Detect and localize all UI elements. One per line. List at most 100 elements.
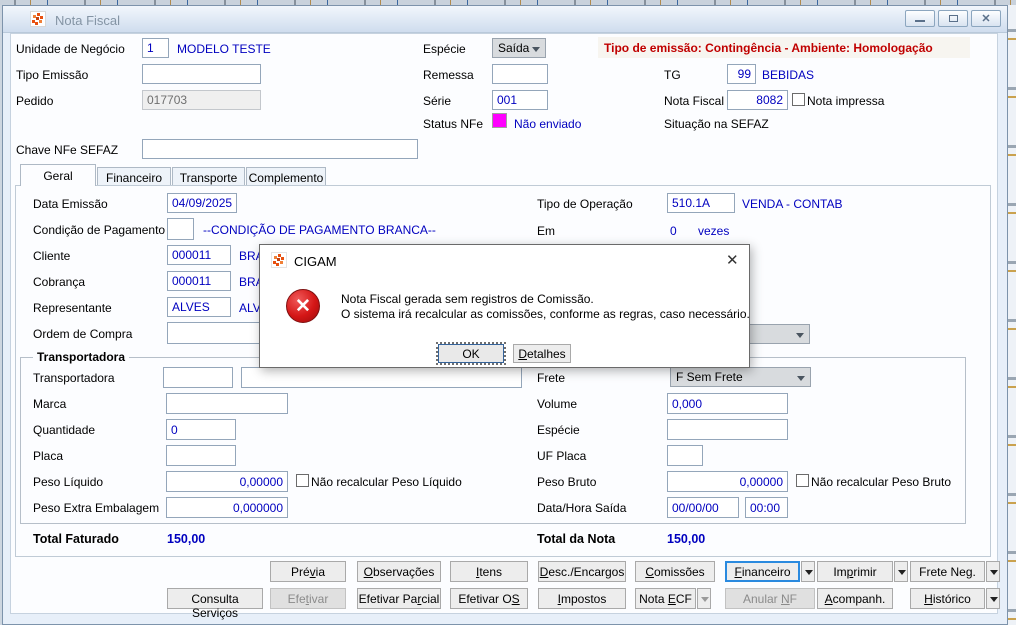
nota-ecf-button[interactable]: Nota ECF (635, 588, 696, 609)
transportadora-label: Transportadora (33, 371, 115, 385)
tg-input[interactable] (727, 64, 756, 84)
emission-warning-strip (598, 37, 970, 58)
emission-warning-text: Tipo de emissão: Contingência - Ambiente… (604, 41, 933, 55)
peso-extra-embalagem-input[interactable] (166, 497, 288, 518)
especie-select[interactable]: Saída (492, 38, 546, 58)
status-nfe-label: Status NFe (423, 117, 484, 131)
quantidade-label: Quantidade (33, 423, 96, 437)
placa-label: Placa (33, 449, 64, 463)
tab-complemento[interactable]: Complemento (246, 167, 326, 186)
detalhes-button[interactable]: Detalhes (513, 344, 571, 363)
total-faturado-label: Total Faturado (33, 532, 119, 546)
financeiro-button[interactable]: Financeiro (725, 561, 800, 582)
nao-recalcular-peso-liquido-label: Não recalcular Peso Líquido (311, 475, 462, 489)
financeiro-dropdown-arrow[interactable] (801, 561, 815, 582)
nota-fiscal-label: Nota Fiscal (664, 94, 725, 108)
especie-transporte-input[interactable] (667, 419, 788, 440)
nota-fiscal-input[interactable] (727, 90, 788, 110)
tab-geral[interactable]: Geral (20, 164, 96, 186)
nao-recalcular-peso-bruto-label: Não recalcular Peso Bruto (811, 475, 952, 489)
representante-label: Representante (33, 301, 112, 315)
representante-input[interactable] (167, 297, 231, 317)
data-hora-saida-label: Data/Hora Saída (537, 501, 627, 515)
restore-button[interactable] (938, 10, 968, 27)
nota-ecf-dropdown-arrow (697, 588, 711, 609)
frete-neg-dropdown-arrow[interactable] (986, 561, 1000, 582)
volume-label: Volume (537, 397, 578, 411)
tipo-operacao-desc: VENDA - CONTAB (742, 197, 843, 211)
remessa-label: Remessa (423, 68, 474, 82)
tab-transporte[interactable]: Transporte (172, 167, 245, 186)
tab-financeiro[interactable]: Financeiro (97, 167, 171, 186)
total-da-nota-value: 150,00 (667, 532, 706, 546)
tipo-emissao-label: Tipo Emissão (16, 68, 89, 82)
remessa-input[interactable] (492, 64, 548, 84)
volume-input[interactable] (667, 393, 788, 414)
tg-label: TG (664, 68, 681, 82)
cobranca-input[interactable] (167, 271, 231, 291)
em-value: 0 (670, 224, 677, 238)
especie-label: Espécie (423, 42, 466, 56)
unidade-de-negocio-input[interactable] (142, 38, 169, 58)
hora-saida-input[interactable] (745, 497, 788, 518)
chevron-down-icon (990, 570, 998, 575)
window-titlebar[interactable] (3, 6, 1007, 33)
quantidade-input[interactable] (166, 419, 236, 440)
efetivar-parcial-button[interactable]: Efetivar Parcial (357, 588, 441, 609)
placa-input[interactable] (166, 445, 236, 466)
efetivar-os-button[interactable]: Efetivar OS (450, 588, 528, 609)
unidade-de-negocio-label: Unidade de Negócio (16, 42, 125, 56)
peso-bruto-input[interactable] (667, 471, 788, 492)
nota-impressa-checkbox[interactable] (792, 93, 805, 106)
data-saida-input[interactable] (667, 497, 739, 518)
efetivar-button: Efetivar (270, 588, 346, 609)
uf-placa-label: UF Placa (537, 449, 587, 463)
chave-nfe-sefaz-label: Chave NFe SEFAZ (16, 143, 119, 157)
cobranca-desc: BRA (239, 275, 264, 289)
background-window-top-strip (0, 0, 1016, 5)
close-button[interactable]: ✕ (971, 10, 1001, 27)
total-da-nota-label: Total da Nota (537, 532, 616, 546)
tipo-operacao-input[interactable] (667, 193, 735, 213)
chevron-down-icon (797, 376, 805, 381)
chave-nfe-sefaz-input[interactable] (142, 139, 418, 159)
uf-placa-input[interactable] (667, 445, 703, 466)
data-emissao-input[interactable] (167, 193, 237, 213)
acompanh-button[interactable]: Acompanh. (817, 588, 893, 609)
ok-button[interactable]: OK (436, 342, 506, 365)
itens-button[interactable]: Itens (450, 561, 528, 582)
dialog-titlebar[interactable] (260, 245, 749, 273)
consulta-servicos-button[interactable]: Consulta Serviços (167, 588, 263, 620)
previa-button[interactable]: Prévia (270, 561, 346, 582)
condicao-pagamento-input[interactable] (167, 218, 194, 240)
cigam-logo-icon (271, 252, 287, 268)
nao-recalcular-peso-liquido-checkbox[interactable] (296, 474, 309, 487)
frete-neg-button[interactable]: Frete Neg. (910, 561, 985, 582)
impostos-button[interactable]: Impostos (538, 588, 626, 609)
marca-input[interactable] (166, 393, 288, 414)
historico-dropdown-arrow[interactable] (986, 588, 1000, 609)
cigam-dialog: CIGAM ✕ ✕ Nota Fiscal gerada sem registr… (259, 244, 750, 368)
dialog-title: CIGAM (294, 254, 337, 269)
transportadora-code-input[interactable] (163, 367, 233, 388)
minimize-button[interactable] (905, 10, 935, 27)
error-icon: ✕ (286, 289, 320, 323)
frete-select[interactable]: F Sem Frete (670, 367, 811, 387)
historico-button[interactable]: Histórico (910, 588, 985, 609)
comissoes-button[interactable]: Comissões (635, 561, 715, 582)
peso-liquido-input[interactable] (166, 471, 288, 492)
peso-liquido-label: Peso Líquido (33, 475, 104, 489)
chevron-down-icon (532, 47, 540, 52)
transportadora-name-input[interactable] (241, 367, 522, 388)
desc-encargos-button[interactable]: Desc./Encargos (538, 561, 626, 582)
imprimir-dropdown-arrow[interactable] (894, 561, 908, 582)
tipo-emissao-input[interactable] (142, 64, 261, 84)
anular-nf-button: Anular NF (725, 588, 815, 609)
serie-input[interactable] (492, 90, 548, 110)
marca-label: Marca (33, 397, 67, 411)
cliente-input[interactable] (167, 245, 231, 265)
imprimir-button[interactable]: Imprimir (817, 561, 893, 582)
dialog-close-icon[interactable]: ✕ (726, 252, 739, 269)
nao-recalcular-peso-bruto-checkbox[interactable] (796, 474, 809, 487)
observacoes-button[interactable]: Observações (357, 561, 441, 582)
